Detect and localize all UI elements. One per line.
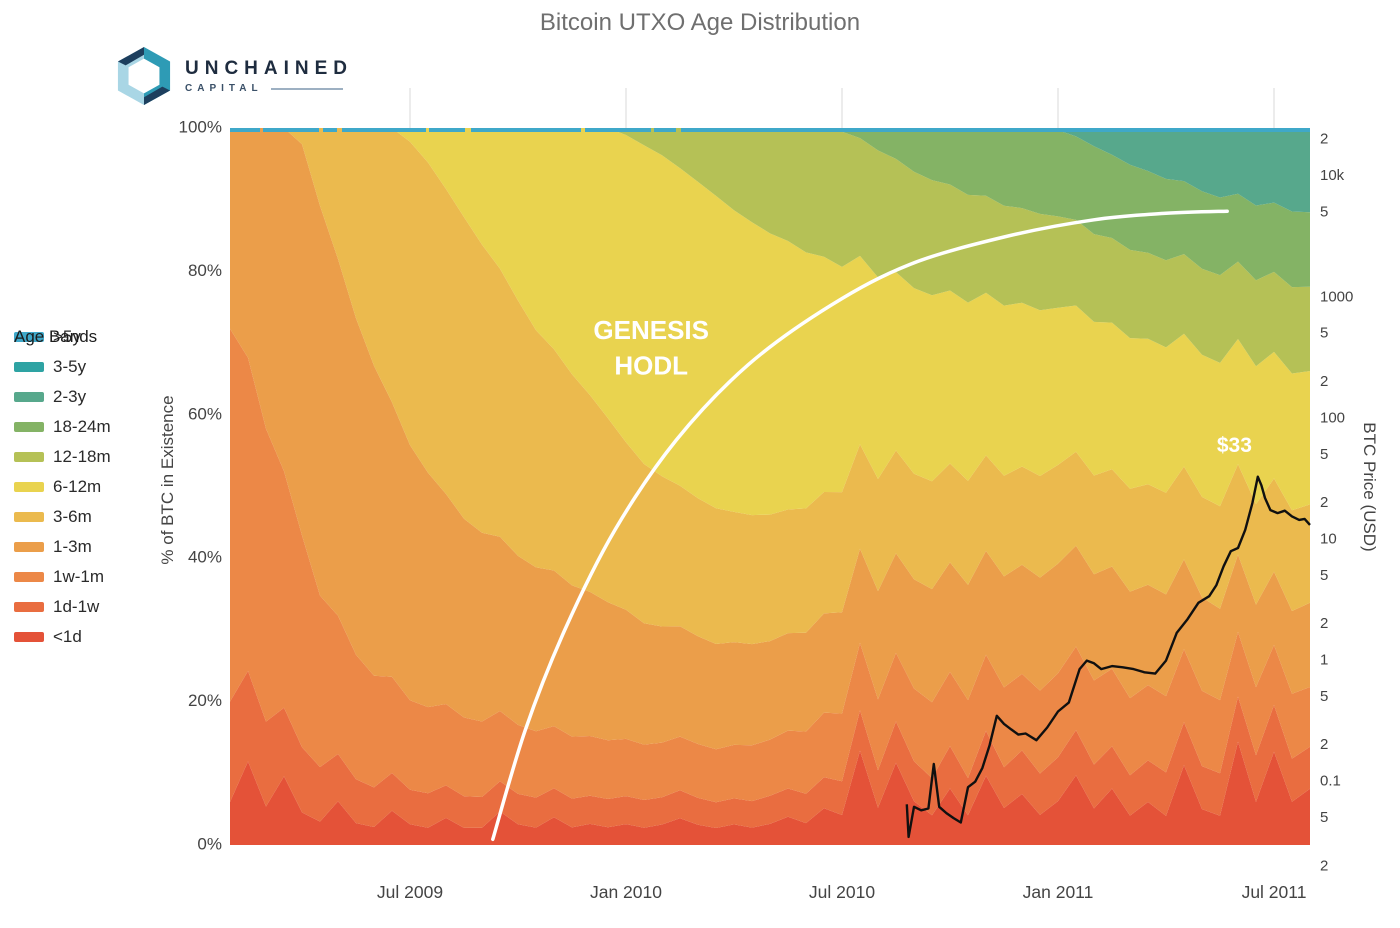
unchained-capital-logo: UNCHAINED CAPITAL [116,46,353,106]
legend-item[interactable]: <1d [14,622,111,652]
price-tick-label: 2 [1320,857,1328,874]
legend-item-label: 3-6m [53,507,92,526]
genesis-annotation-line2: HODL [614,351,688,381]
legend-item-label: 18-24m [53,417,111,436]
legend-item-label: 12-18m [53,447,111,466]
price-tick-label: 5 [1320,204,1328,221]
legend-swatch-icon [14,512,44,522]
y-axis-title: % of BTC in Existence [158,395,177,565]
chart-title: Bitcoin UTXO Age Distribution [539,9,861,36]
area-band-3-6m[interactable] [230,128,1310,645]
legend-item[interactable]: 12-18m [14,442,111,472]
price-tick-label: 100 [1320,409,1345,426]
legend-swatch-icon [14,602,44,612]
legend-item[interactable]: 1w-1m [14,562,111,592]
price-tick-label: 2 [1320,373,1328,390]
legend-item-label: <1d [53,627,82,646]
genesis-annotation-line1: GENESIS [593,315,709,345]
y-tick-label: 100% [179,117,222,136]
legend-swatch-icon [14,632,44,642]
legend-item[interactable]: 1d-1w [14,592,111,622]
legend-swatch-icon [14,422,44,432]
price-tick-label: 2 [1320,736,1328,753]
price-peak-label: $33 [1217,434,1252,457]
area-band-6-12m[interactable] [230,128,1310,516]
legend-item[interactable]: 2-3y [14,382,111,412]
price-tick-label: 1000 [1320,288,1353,305]
y-tick-label: 40% [188,548,222,567]
legend-item-label: 1d-1w [53,597,100,616]
legend-swatch-icon [14,542,44,552]
price-tick-label: 5 [1320,446,1328,463]
age-bands-legend: Age Bands >5y 3-5y 2-3y 18-24m 12-18m 6-12m 3-… [14,322,111,652]
y-tick-label: 60% [188,404,222,423]
legend-swatch-icon [14,572,44,582]
area-band-1w-1m[interactable] [230,328,1310,803]
price-tick-label: 2 [1320,494,1328,511]
price-tick-label: 10k [1320,167,1345,184]
legend-swatch-icon [14,482,44,492]
legend-item[interactable]: 18-24m [14,412,111,442]
logo-brand-sub: CAPITAL [185,83,263,94]
legend-item-label: 3-5y [53,357,87,376]
y-tick-label: 20% [188,691,222,710]
area-band-18-24m[interactable] [230,128,1310,288]
price-tick-label: 5 [1320,688,1328,705]
legend-item[interactable]: 3-5y [14,352,111,382]
legend-item-label: 1w-1m [53,567,105,586]
legend-item-label: 2-3y [53,387,87,406]
logo-mark-icon [117,47,171,105]
price-line[interactable] [905,475,1311,839]
y-tick-label: 80% [188,261,222,280]
price-tick-label: 1 [1320,652,1328,669]
price-tick-label: 5 [1320,567,1328,584]
price-tick-label: 5 [1320,809,1328,826]
logo-rule [270,87,343,90]
x-tick-label: Jan 2011 [1023,882,1094,902]
x-tick-label: Jul 2010 [809,882,875,902]
x-tick-label: Jan 2010 [590,882,662,902]
legend-item[interactable]: 3-6m [14,502,111,532]
legend-swatch-icon [14,362,44,372]
logo-brand-name: UNCHAINED [185,58,353,79]
legend-swatch-icon [14,452,44,462]
legend-item[interactable]: 1-3m [14,532,111,562]
legend-item[interactable]: 6-12m [14,472,111,502]
legend-item-label: 1-3m [53,537,92,556]
area-band-1-3m[interactable] [230,128,1310,750]
price-tick-label: 0.1 [1320,773,1341,790]
x-tick-label: Jul 2011 [1242,882,1307,902]
price-tick-label: 2 [1320,131,1328,148]
area-band-12-18m[interactable] [230,128,1310,374]
legend-item-label: >5y [53,327,81,346]
x-tick-label: Jul 2009 [377,882,443,902]
legend-swatch-icon [14,392,44,402]
genesis-hodl-arc [491,209,1229,842]
area-band-1d-1w[interactable] [230,671,1310,828]
legend-item[interactable]: >5y [14,322,111,352]
area-band-2-3y[interactable] [230,128,1310,213]
price-tick-label: 10 [1320,530,1337,547]
price-tick-label: 2 [1320,615,1328,632]
legend-item-label: 6-12m [53,477,102,496]
y-tick-label: 0% [197,834,222,853]
legend-swatch-icon [14,332,44,342]
y2-axis-title: BTC Price (USD) [1360,422,1379,552]
price-tick-label: 5 [1320,325,1328,342]
